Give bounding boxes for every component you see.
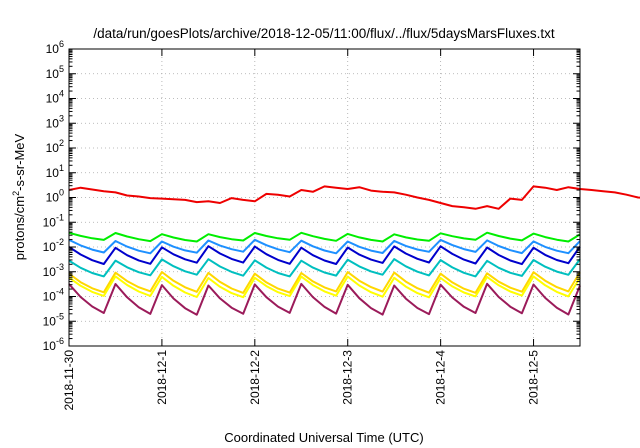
series-line-4 bbox=[68, 245, 581, 266]
y-tick-label: 10-1 bbox=[43, 212, 64, 229]
x-tick-label: 2018-12-2 bbox=[248, 350, 262, 405]
x-axis: 2018-11-30 2018-12-1 2018-12-2 2018-12-3 201… bbox=[62, 49, 541, 411]
series-line-7 bbox=[68, 275, 581, 299]
y-tick-label: 10-3 bbox=[43, 262, 64, 279]
y-label-rest: -s-sr-MeV bbox=[12, 133, 27, 190]
series-group bbox=[68, 185, 640, 316]
y-tick-label: 10-6 bbox=[43, 336, 64, 353]
x-axis-label: Coordinated Universal Time (UTC) bbox=[224, 430, 423, 445]
y-tick-label: 102 bbox=[46, 138, 64, 155]
y-label-sup: 2 bbox=[11, 191, 21, 196]
chart-title: /data/run/goesPlots/archive/2018-12-05/1… bbox=[93, 26, 554, 41]
x-tick-label: 2018-12-3 bbox=[341, 350, 355, 405]
y-tick-label: 10-2 bbox=[43, 237, 64, 254]
x-tick-label: 2018-11-30 bbox=[62, 350, 76, 411]
y-axis: 10-6 10-5 10-4 10-3 10-2 10-1 100 101 102 103 104 1… bbox=[43, 39, 580, 353]
y-tick-label: 10-5 bbox=[43, 311, 64, 328]
y-tick-label: 106 bbox=[46, 39, 64, 56]
series-line-3 bbox=[68, 238, 581, 255]
y-tick-label: 100 bbox=[46, 188, 64, 205]
x-tick-label: 2018-12-5 bbox=[527, 350, 541, 405]
y-tick-label: 10-4 bbox=[43, 287, 64, 304]
y-tick-label: 103 bbox=[46, 113, 64, 130]
y-axis-label: protons/cm2-s-sr-MeV bbox=[11, 133, 27, 260]
y-label-base: protons/cm bbox=[12, 196, 27, 260]
series-line-8 bbox=[68, 282, 581, 316]
series-line-2 bbox=[68, 231, 581, 243]
y-tick-label: 104 bbox=[46, 89, 64, 106]
series-line-1 bbox=[68, 185, 640, 210]
series-line-5 bbox=[68, 258, 581, 278]
y-tick-label: 105 bbox=[46, 64, 64, 81]
y-tick-label: 101 bbox=[46, 163, 64, 180]
series-line-6 bbox=[68, 271, 581, 294]
x-tick-label: 2018-12-1 bbox=[155, 350, 169, 405]
x-tick-label: 2018-12-4 bbox=[434, 350, 448, 405]
